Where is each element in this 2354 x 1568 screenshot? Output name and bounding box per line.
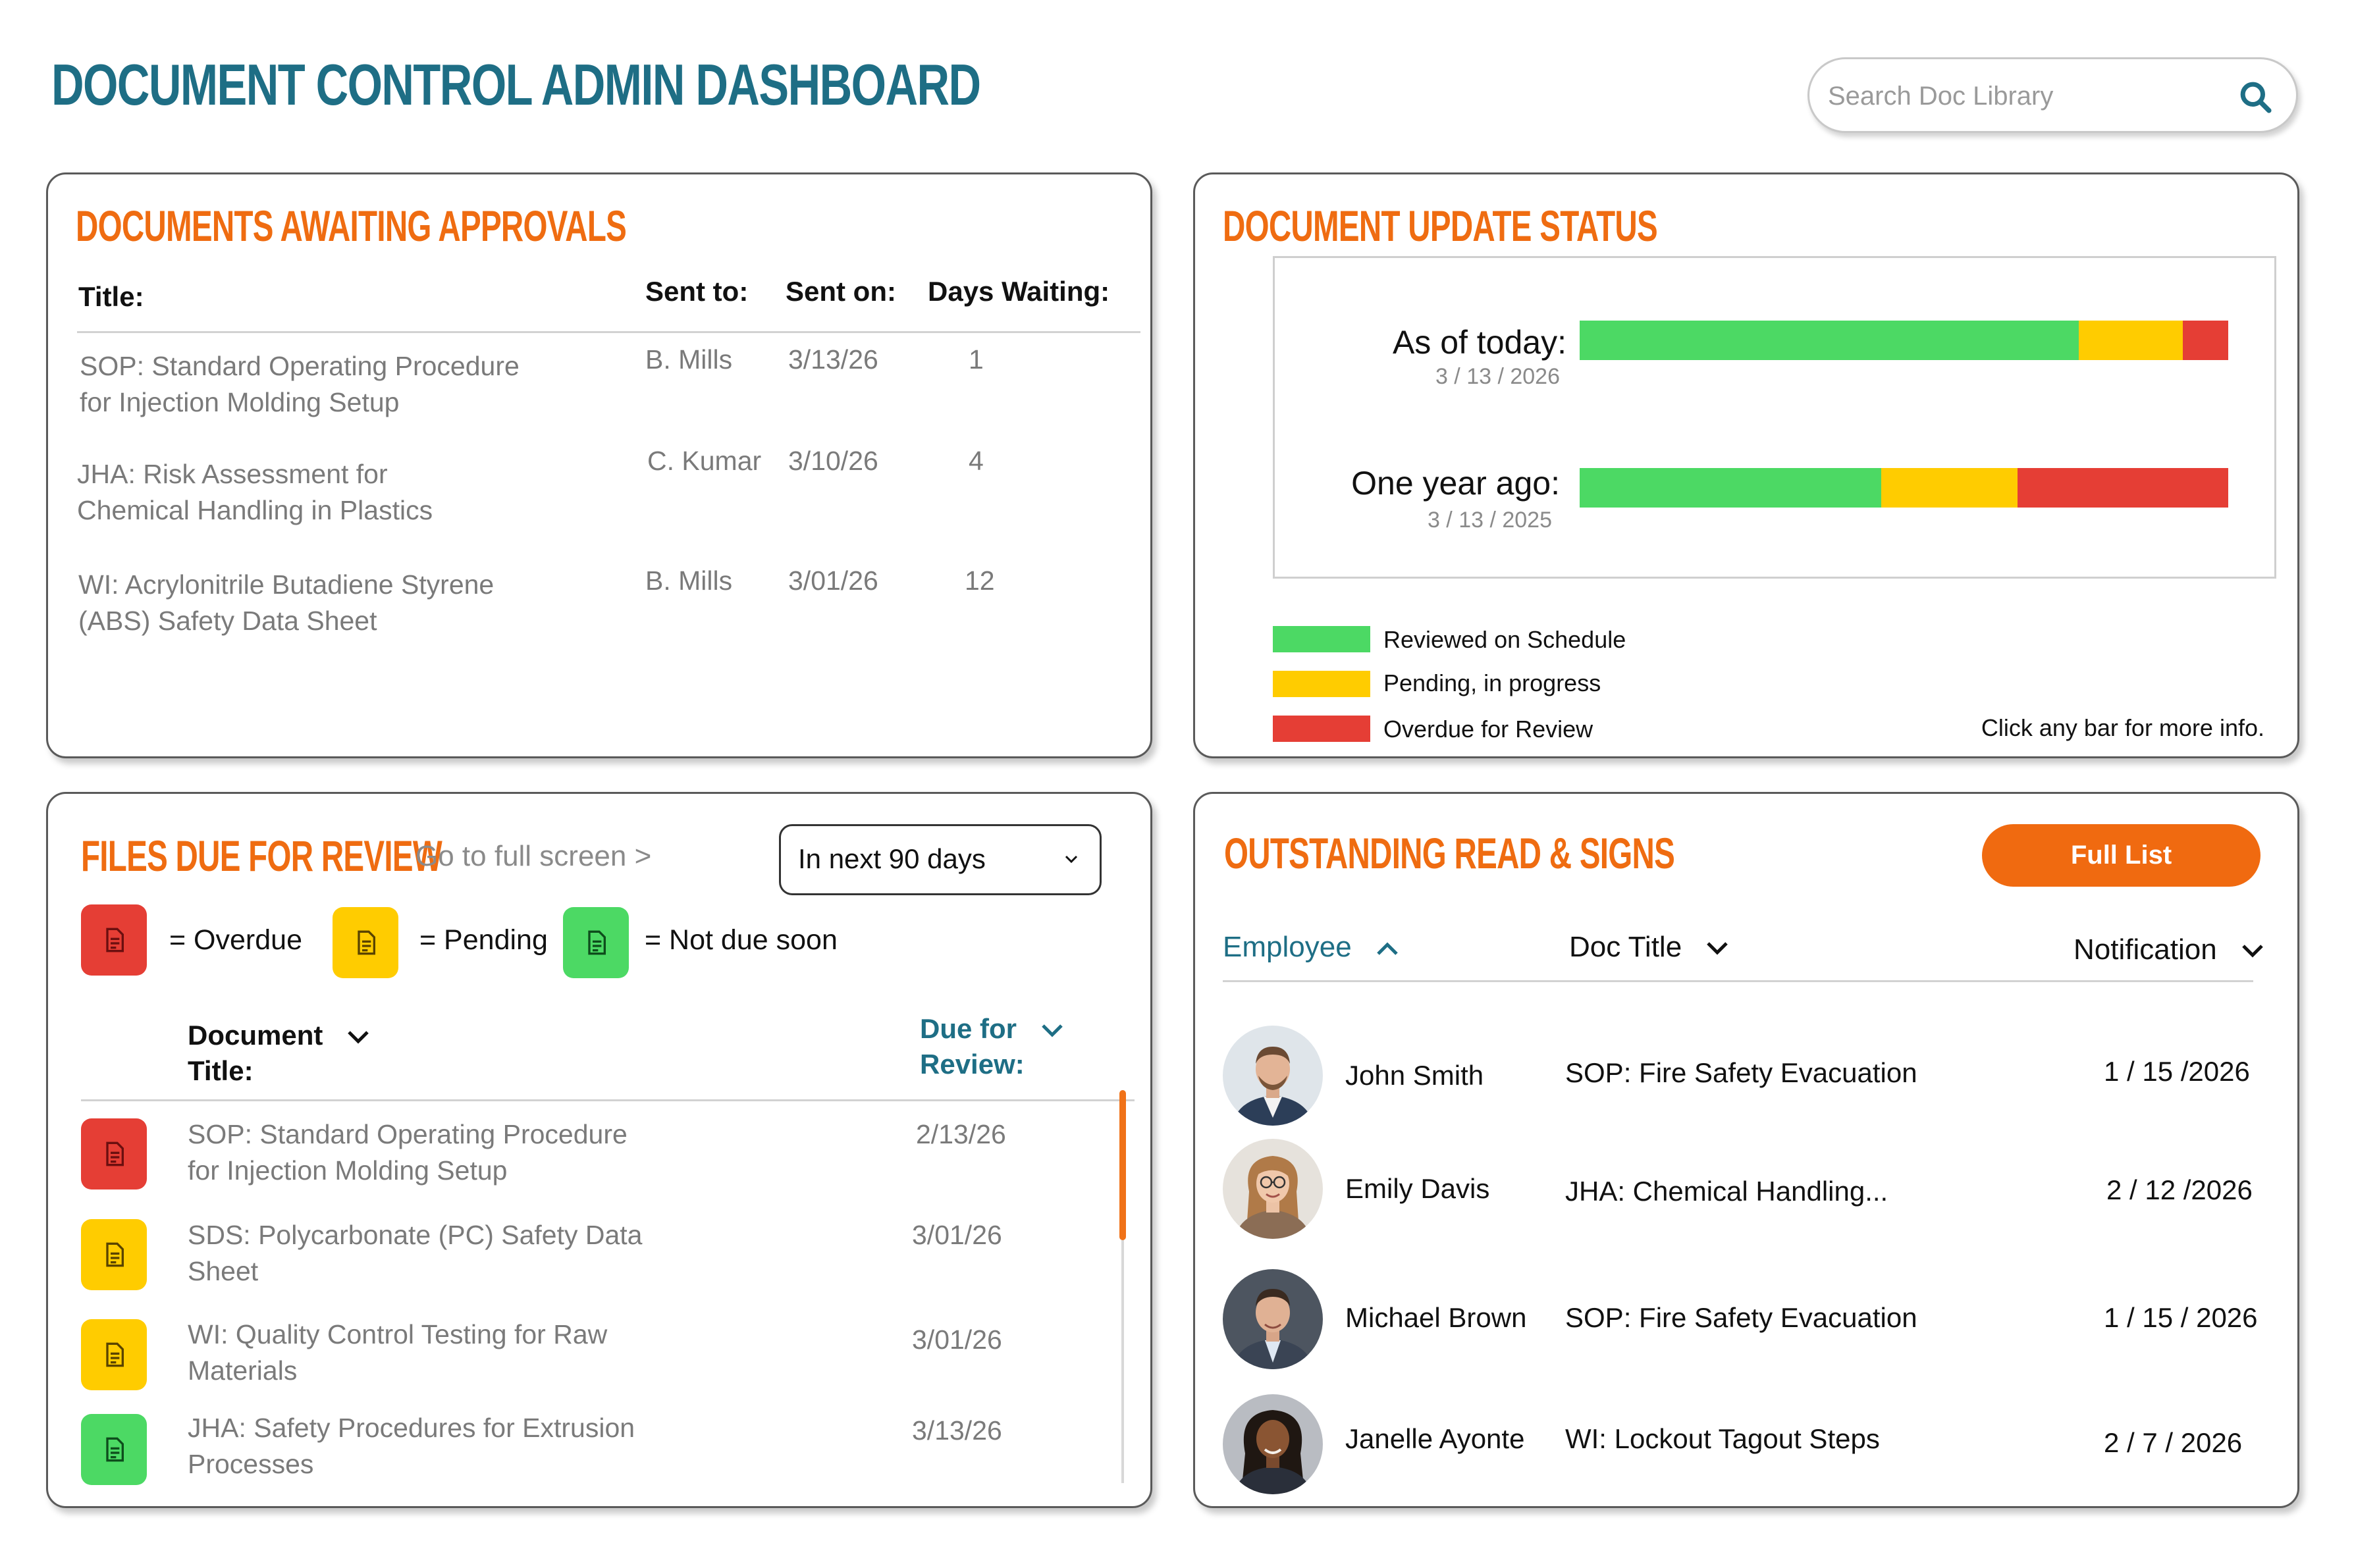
approval-row-sent-to: C. Kumar	[647, 446, 762, 476]
page-title: DOCUMENT CONTROL ADMIN DASHBOARD	[51, 52, 981, 117]
bar-segment-overdue[interactable]	[2183, 321, 2228, 360]
approvals-col-days: Days Waiting:	[928, 276, 1110, 307]
bar-segment-overdue[interactable]	[2018, 468, 2228, 508]
read-sign-employee[interactable]: Janelle Ayonte	[1345, 1423, 1525, 1454]
approval-row-title[interactable]: WI: Acrylonitrile Butadiene Styrene (ABS)…	[78, 569, 495, 636]
approval-row-sent-on: 3/10/26	[788, 446, 878, 476]
legend-overdue: Overdue for Review	[1383, 716, 1593, 743]
status-title: DOCUMENT UPDATE STATUS	[1223, 201, 1658, 250]
bar-segment-reviewed[interactable]	[1580, 468, 1881, 508]
bar-date-today: 3 / 13 / 2026	[1435, 364, 1560, 389]
full-list-button[interactable]: Full List	[1982, 824, 2260, 887]
read-sign-doc[interactable]: JHA: Chemical Handling...	[1565, 1176, 1888, 1207]
read-signs-title: OUTSTANDING READ & SIGNS	[1224, 829, 1675, 877]
avatar	[1223, 1026, 1323, 1126]
avatar	[1223, 1139, 1323, 1239]
read-sign-employee[interactable]: John Smith	[1345, 1060, 1484, 1091]
file-row-title[interactable]: JHA: Safety Procedures for Extrusion Proc…	[188, 1413, 635, 1479]
read-sign-employee[interactable]: Michael Brown	[1345, 1302, 1527, 1333]
chevron-down-icon	[348, 1031, 369, 1044]
file-row-due: 3/13/26	[912, 1415, 1002, 1446]
go-full-screen-link[interactable]: Go to full screen >	[415, 840, 652, 872]
chevron-down-icon	[2242, 945, 2263, 958]
approvals-title: DOCUMENTS AWAITING APPROVALS	[76, 201, 627, 250]
legend-swatch-pending	[1273, 671, 1370, 697]
file-row-title[interactable]: SDS: Polycarbonate (PC) Safety Data Sheet	[188, 1220, 643, 1286]
bar-segment-pending[interactable]	[1881, 468, 2018, 508]
ok-file-icon	[563, 907, 629, 978]
chevron-down-icon	[1065, 855, 1078, 864]
key-pending-label: = Pending	[419, 924, 548, 956]
status-chart-frame	[1273, 256, 2276, 579]
approval-row-days: 4	[969, 446, 984, 476]
legend-pending: Pending, in progress	[1383, 669, 1601, 696]
bar-segment-reviewed[interactable]	[1580, 321, 2079, 360]
ok-file-icon	[81, 1414, 147, 1485]
approval-row-sent-to: B. Mills	[645, 344, 733, 375]
col-employee[interactable]: Employee	[1223, 931, 1401, 964]
read-signs-header-divider	[1223, 980, 2253, 982]
bar-label-today: As of today:	[1392, 324, 1566, 361]
chevron-down-icon	[1707, 942, 1728, 955]
bar-segment-pending[interactable]	[2079, 321, 2183, 360]
file-row-title[interactable]: WI: Quality Control Testing for Raw Mater…	[188, 1319, 608, 1386]
approvals-col-sent-to: Sent to:	[645, 276, 749, 307]
file-row-due: 2/13/26	[916, 1119, 1006, 1149]
read-sign-date: 2 / 7 / 2026	[2104, 1427, 2243, 1458]
overdue-file-icon	[81, 1118, 147, 1189]
legend-swatch-reviewed	[1273, 626, 1370, 652]
files-due-title: FILES DUE FOR REVIEW	[81, 831, 442, 880]
files-due-panel: FILES DUE FOR REVIEW Go to full screen >…	[46, 792, 1152, 1508]
approval-row-days: 12	[965, 565, 995, 596]
overdue-file-icon	[81, 904, 147, 976]
key-ok-label: = Not due soon	[645, 924, 838, 956]
bar-date-year-ago: 3 / 13 / 2025	[1427, 508, 1552, 533]
read-sign-doc[interactable]: SOP: Fire Safety Evacuation	[1565, 1057, 1917, 1088]
pending-file-icon	[333, 907, 398, 978]
approval-row-title[interactable]: SOP: Standard Operating Procedure for Inj…	[80, 351, 520, 417]
status-panel: DOCUMENT UPDATE STATUS As of today: 3 / …	[1193, 172, 2299, 758]
file-row-title[interactable]: SOP: Standard Operating Procedure for Inj…	[188, 1119, 628, 1186]
approval-row-sent-on: 3/13/26	[788, 344, 878, 375]
chevron-down-icon	[1041, 1024, 1063, 1037]
key-overdue-label: = Overdue	[169, 924, 302, 956]
range-select[interactable]: In next 90 days	[779, 824, 1102, 895]
read-sign-doc[interactable]: WI: Lockout Tagout Steps	[1565, 1423, 1880, 1454]
approvals-panel: DOCUMENTS AWAITING APPROVALS Title: Sent…	[46, 172, 1152, 758]
approvals-col-sent-on: Sent on:	[786, 276, 896, 307]
files-col-due[interactable]: Due for Review:	[920, 1011, 1065, 1082]
approval-row-sent-on: 3/01/26	[788, 565, 878, 596]
files-scrollbar-track[interactable]	[1121, 1091, 1124, 1483]
pending-file-icon	[81, 1319, 147, 1390]
approvals-header-divider	[77, 331, 1140, 333]
search-icon[interactable]	[2237, 79, 2274, 116]
search-box[interactable]	[1807, 57, 2298, 133]
legend-reviewed: Reviewed on Schedule	[1383, 626, 1626, 653]
chevron-up-icon	[1377, 942, 1398, 956]
approval-row-title[interactable]: JHA: Risk Assessment for Chemical Handlin…	[77, 459, 433, 525]
legend-swatch-overdue	[1273, 716, 1370, 742]
avatar	[1223, 1394, 1323, 1494]
read-signs-panel: OUTSTANDING READ & SIGNS Full List Emplo…	[1193, 792, 2299, 1508]
read-sign-employee[interactable]: Emily Davis	[1345, 1173, 1490, 1204]
avatar	[1223, 1269, 1323, 1369]
read-sign-date: 2 / 12 /2026	[2106, 1174, 2253, 1205]
read-sign-date: 1 / 15 / 2026	[2104, 1302, 2258, 1333]
file-row-due: 3/01/26	[912, 1324, 1002, 1355]
col-doc-title[interactable]: Doc Title	[1569, 931, 1730, 964]
read-sign-doc[interactable]: SOP: Fire Safety Evacuation	[1565, 1302, 1917, 1333]
files-scrollbar-thumb[interactable]	[1119, 1090, 1126, 1240]
status-hint: Click any bar for more info.	[1981, 714, 2264, 741]
col-notification[interactable]: Notification	[2073, 933, 2266, 966]
approval-row-days: 1	[969, 344, 984, 375]
read-sign-date: 1 / 15 /2026	[2104, 1056, 2250, 1087]
files-header-divider	[81, 1099, 1135, 1101]
bar-label-year-ago: One year ago:	[1351, 465, 1560, 502]
pending-file-icon	[81, 1219, 147, 1290]
approval-row-sent-to: B. Mills	[645, 565, 733, 596]
file-row-due: 3/01/26	[912, 1220, 1002, 1250]
approvals-col-title: Title:	[78, 281, 144, 312]
files-col-document-title[interactable]: Document Title:	[188, 1018, 371, 1089]
search-input[interactable]	[1828, 72, 2223, 120]
